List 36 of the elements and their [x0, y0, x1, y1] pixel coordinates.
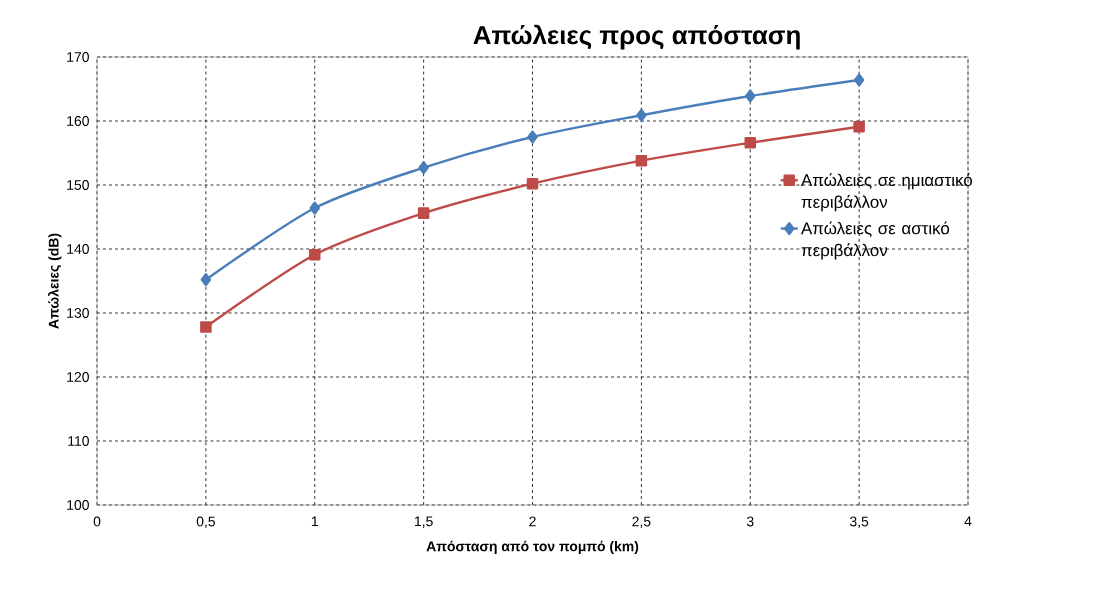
x-axis-title: Απόσταση από τον πομπό (km): [426, 540, 639, 555]
point: [744, 136, 757, 149]
point: [636, 108, 647, 122]
point: [527, 130, 538, 144]
x-tick-label: 1: [311, 516, 318, 527]
point: [745, 89, 756, 103]
x-tick-label: 3: [746, 516, 754, 527]
y-tick-label: 130: [67, 308, 89, 318]
y-tick-label: 110: [68, 436, 89, 446]
x-tick-label: 0,5: [196, 516, 215, 529]
point: [200, 321, 212, 333]
point: [417, 207, 430, 219]
point: [200, 273, 212, 287]
point: [635, 154, 648, 167]
y-tick-label: 170: [67, 52, 89, 62]
y-tick-label: 140: [67, 244, 89, 254]
y-tick-label: 100: [67, 500, 89, 510]
point: [308, 248, 321, 261]
y-axis-title: Απώλειες (dB): [48, 233, 62, 329]
point: [526, 177, 539, 190]
point: [853, 73, 865, 87]
x-tick-label: 4: [964, 516, 972, 527]
x-tick-label: 1,5: [415, 516, 433, 528]
legend-label: Απώλειες σε ημιαστικό περιβάλλον: [801, 173, 973, 212]
y-tick-label: 160: [67, 116, 89, 126]
x-tick-label: 0: [93, 516, 101, 527]
legend-label: Απώλειες σε αστικό περιβάλλον: [801, 221, 950, 260]
y-tick-label: 150: [67, 180, 89, 190]
y-tick-label: 120: [67, 372, 89, 382]
x-tick-label: 3,5: [849, 516, 869, 529]
point: [853, 120, 865, 133]
point: [418, 161, 429, 175]
chart-title: Απώλειες προς απόσταση: [473, 24, 800, 50]
point: [309, 201, 320, 215]
x-tick-label: 2: [529, 516, 536, 527]
x-tick-label: 2,5: [632, 516, 651, 529]
